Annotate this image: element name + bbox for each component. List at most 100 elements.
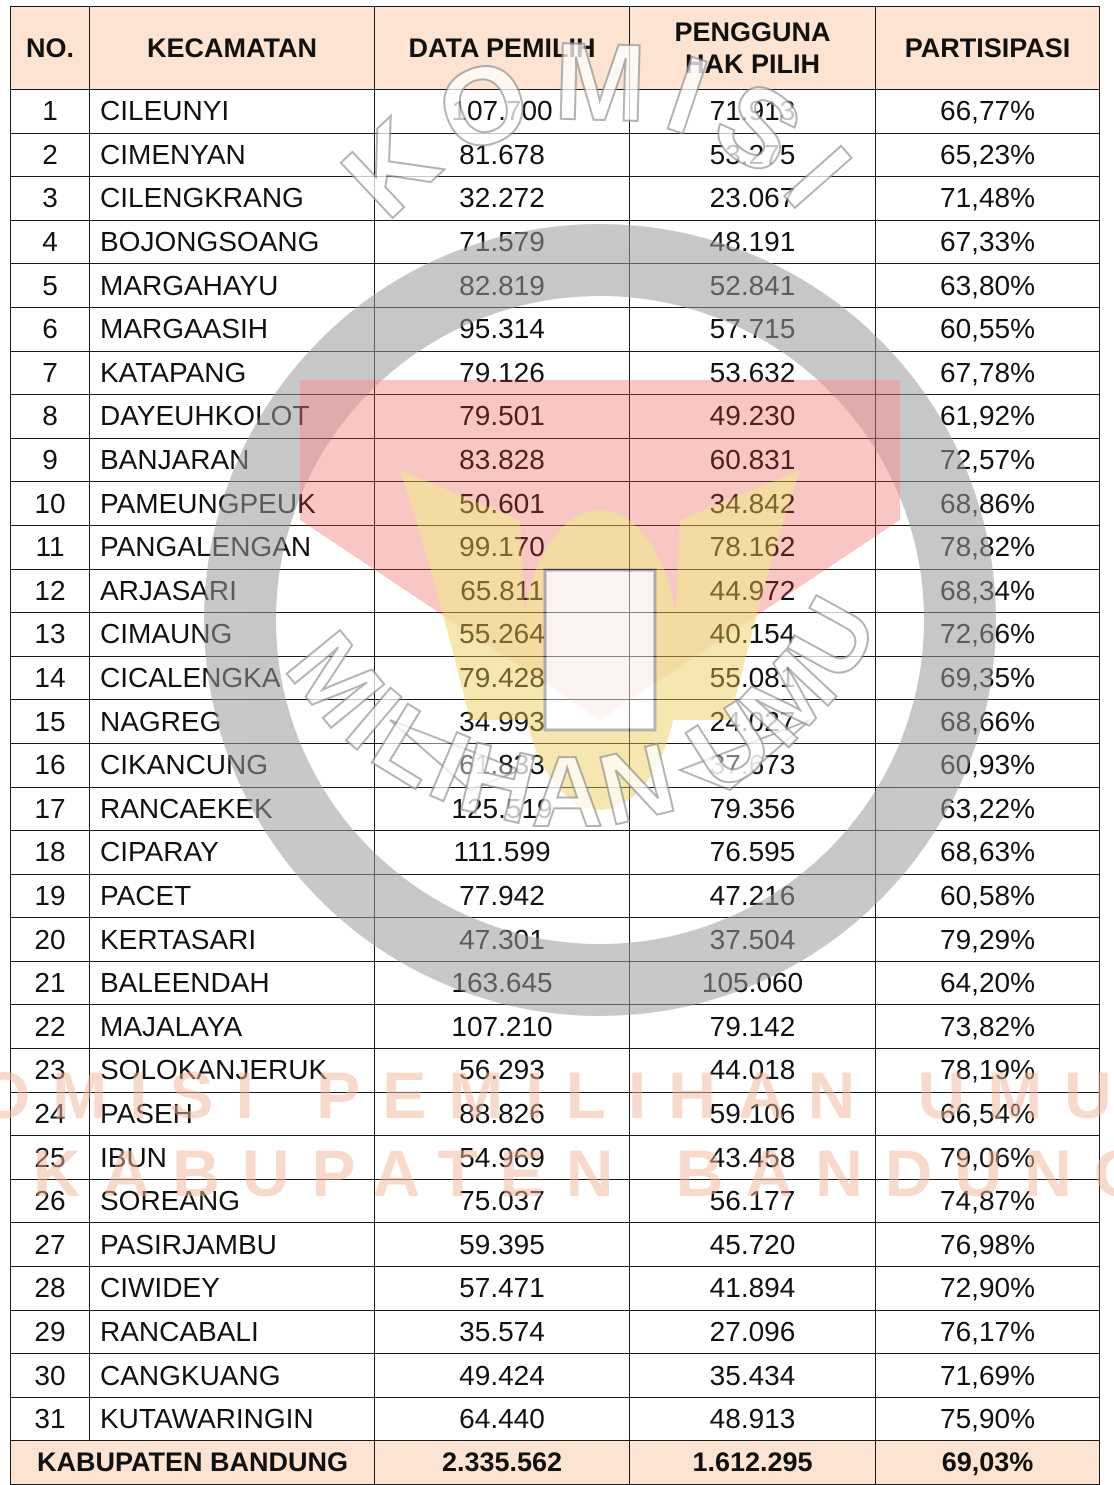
total-pengguna: 1.612.295: [629, 1440, 876, 1485]
cell-kecamatan: SOLOKANJERUK: [89, 1048, 375, 1093]
table-row: 12 ARJASARI 65.811 44.972 68,34%: [10, 568, 1100, 614]
cell-partisipasi: 69,35%: [875, 655, 1100, 701]
cell-pengguna: 27.096: [629, 1309, 876, 1355]
cell-data-pemilih: 59.395: [374, 1222, 630, 1268]
cell-no: 20: [10, 917, 90, 962]
cell-pengguna: 44.972: [629, 568, 876, 614]
participation-table: NO. KECAMATAN DATA PEMILIH PENGGUNA HAK …: [10, 6, 1100, 1485]
cell-no: 22: [10, 1004, 90, 1050]
cell-no: 17: [10, 786, 90, 832]
cell-pengguna: 78.162: [629, 524, 876, 570]
cell-kecamatan: RANCABALI: [89, 1309, 375, 1355]
cell-data-pemilih: 34.993: [374, 699, 630, 744]
table-row: 18 CIPARAY 111.599 76.595 68,63%: [10, 830, 1100, 875]
cell-pengguna: 57.715: [629, 306, 876, 352]
table-row: 19 PACET 77.942 47.216 60,58%: [10, 873, 1100, 919]
total-data-pemilih: 2.335.562: [374, 1440, 630, 1485]
cell-no: 16: [10, 742, 90, 788]
cell-partisipasi: 60,58%: [875, 873, 1100, 919]
table-row: 23 SOLOKANJERUK 56.293 44.018 78,19%: [10, 1048, 1100, 1093]
cell-kecamatan: PASEH: [89, 1091, 375, 1137]
cell-kecamatan: PASIRJAMBU: [89, 1222, 375, 1268]
cell-pengguna: 55.081: [629, 655, 876, 701]
cell-pengguna: 47.216: [629, 873, 876, 919]
cell-partisipasi: 60,55%: [875, 306, 1100, 352]
cell-partisipasi: 66,54%: [875, 1091, 1100, 1137]
table-row: 26 SOREANG 75.037 56.177 74,87%: [10, 1178, 1100, 1224]
table-row: 9 BANJARAN 83.828 60.831 72,57%: [10, 437, 1100, 483]
cell-pengguna: 23.067: [629, 176, 876, 221]
cell-pengguna: 60.831: [629, 437, 876, 483]
cell-data-pemilih: 35.574: [374, 1309, 630, 1355]
cell-partisipasi: 68,63%: [875, 830, 1100, 875]
cell-data-pemilih: 99.170: [374, 524, 630, 570]
cell-pengguna: 59.106: [629, 1091, 876, 1137]
cell-data-pemilih: 82.819: [374, 263, 630, 308]
table-row: 13 CIMAUNG 55.264 40.154 72,66%: [10, 612, 1100, 657]
total-row: KABUPATEN BANDUNG 2.335.562 1.612.295 69…: [10, 1440, 1100, 1485]
cell-data-pemilih: 55.264: [374, 612, 630, 657]
cell-data-pemilih: 79.126: [374, 350, 630, 396]
cell-kecamatan: DAYEUHKOLOT: [89, 394, 375, 439]
cell-data-pemilih: 107.210: [374, 1004, 630, 1050]
cell-no: 23: [10, 1048, 90, 1093]
table-row: 31 KUTAWARINGIN 64.440 48.913 75,90%: [10, 1396, 1100, 1442]
cell-pengguna: 105.060: [629, 960, 876, 1006]
header-row: NO. KECAMATAN DATA PEMILIH PENGGUNA HAK …: [10, 6, 1100, 90]
cell-partisipasi: 79,06%: [875, 1135, 1100, 1180]
table-row: 20 KERTASARI 47.301 37.504 79,29%: [10, 917, 1100, 962]
cell-no: 18: [10, 830, 90, 875]
cell-partisipasi: 75,90%: [875, 1396, 1100, 1442]
cell-no: 14: [10, 655, 90, 701]
cell-no: 27: [10, 1222, 90, 1268]
table-row: 11 PANGALENGAN 99.170 78.162 78,82%: [10, 524, 1100, 570]
cell-kecamatan: KUTAWARINGIN: [89, 1396, 375, 1442]
cell-data-pemilih: 77.942: [374, 873, 630, 919]
cell-pengguna: 41.894: [629, 1266, 876, 1311]
cell-partisipasi: 78,19%: [875, 1048, 1100, 1093]
table-row: 30 CANGKUANG 49.424 35.434 71,69%: [10, 1353, 1100, 1398]
cell-no: 30: [10, 1353, 90, 1398]
cell-kecamatan: BANJARAN: [89, 437, 375, 483]
cell-kecamatan: BOJONGSOANG: [89, 219, 375, 265]
cell-kecamatan: CIMAUNG: [89, 612, 375, 657]
cell-pengguna: 35.434: [629, 1353, 876, 1398]
cell-kecamatan: MARGAASIH: [89, 306, 375, 352]
cell-no: 26: [10, 1178, 90, 1224]
cell-pengguna: 24.027: [629, 699, 876, 744]
cell-pengguna: 71.913: [629, 89, 876, 134]
cell-data-pemilih: 125.519: [374, 786, 630, 832]
cell-partisipasi: 72,57%: [875, 437, 1100, 483]
cell-partisipasi: 71,48%: [875, 176, 1100, 221]
cell-no: 29: [10, 1309, 90, 1355]
cell-kecamatan: MARGAHAYU: [89, 263, 375, 308]
cell-partisipasi: 78,82%: [875, 524, 1100, 570]
table-row: 24 PASEH 88.826 59.106 66,54%: [10, 1091, 1100, 1137]
header-pengguna-line1: PENGGUNA: [674, 17, 831, 47]
cell-pengguna: 37.504: [629, 917, 876, 962]
cell-pengguna: 48.913: [629, 1396, 876, 1442]
table-row: 14 CICALENGKA 79.428 55.081 69,35%: [10, 655, 1100, 701]
table-row: 4 BOJONGSOANG 71.579 48.191 67,33%: [10, 219, 1100, 265]
cell-data-pemilih: 71.579: [374, 219, 630, 265]
cell-no: 7: [10, 350, 90, 396]
cell-kecamatan: KATAPANG: [89, 350, 375, 396]
table-row: 6 MARGAASIH 95.314 57.715 60,55%: [10, 306, 1100, 352]
cell-partisipasi: 76,98%: [875, 1222, 1100, 1268]
cell-kecamatan: CIKANCUNG: [89, 742, 375, 788]
table-row: 27 PASIRJAMBU 59.395 45.720 76,98%: [10, 1222, 1100, 1268]
table-row: 3 CILENGKRANG 32.272 23.067 71,48%: [10, 176, 1100, 221]
cell-no: 24: [10, 1091, 90, 1137]
header-kecamatan: KECAMATAN: [89, 6, 375, 90]
cell-pengguna: 49.230: [629, 394, 876, 439]
cell-data-pemilih: 65.811: [374, 568, 630, 614]
cell-data-pemilih: 107.700: [374, 89, 630, 134]
cell-pengguna: 52.841: [629, 263, 876, 308]
table-row: 5 MARGAHAYU 82.819 52.841 63,80%: [10, 263, 1100, 308]
cell-kecamatan: CILENGKRANG: [89, 176, 375, 221]
cell-no: 3: [10, 176, 90, 221]
cell-pengguna: 79.142: [629, 1004, 876, 1050]
cell-kecamatan: CIPARAY: [89, 830, 375, 875]
table-row: 25 IBUN 54.969 43.458 79,06%: [10, 1135, 1100, 1180]
cell-no: 8: [10, 394, 90, 439]
